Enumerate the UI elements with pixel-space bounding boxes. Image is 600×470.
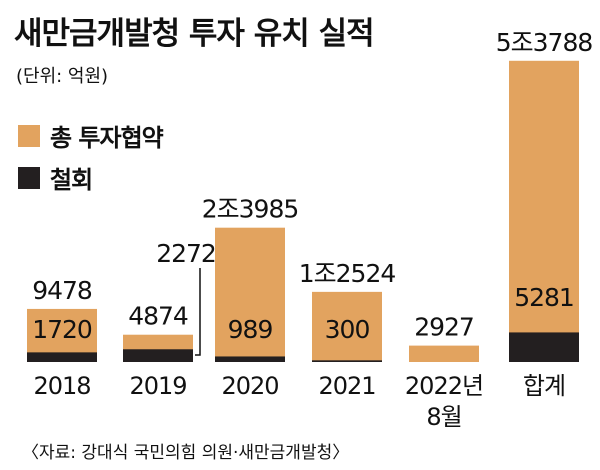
source-note: 〈자료: 강대식 국민의힘 의원·새만금개발청〉 bbox=[22, 443, 350, 463]
x-tick-label-4-0: 2022년 bbox=[405, 372, 483, 400]
x-tick-label-5: 합계 bbox=[523, 372, 565, 400]
bar-total-4 bbox=[409, 345, 479, 362]
label-withdrawal-3: 300 bbox=[325, 315, 370, 344]
bar-withdrawal-1 bbox=[123, 349, 193, 362]
label-total-4: 2927 bbox=[414, 313, 474, 342]
x-tick-label-1: 2019 bbox=[129, 372, 186, 400]
legend-label-total: 총 투자협약 bbox=[50, 124, 164, 152]
x-tick-label-0: 2018 bbox=[33, 372, 90, 400]
bar-total-3 bbox=[312, 291, 382, 362]
label-withdrawal-5: 5281 bbox=[514, 283, 574, 312]
x-tick-label-3: 2021 bbox=[318, 372, 375, 400]
legend-item-total: 총 투자협약 bbox=[18, 118, 164, 153]
chart-title: 새만금개발청 투자 유치 실적 bbox=[14, 16, 375, 52]
legend-swatch-total bbox=[18, 124, 40, 147]
label-total-0: 9478 bbox=[32, 276, 92, 305]
legend-swatch-withdrawal bbox=[18, 166, 40, 189]
x-tick-label-4-1: 8월 bbox=[426, 403, 461, 431]
bar-withdrawal-0 bbox=[27, 352, 97, 362]
bar-total-2 bbox=[215, 227, 285, 362]
legend-label-withdrawal: 철회 bbox=[50, 166, 93, 194]
leader-line-2019 bbox=[195, 268, 201, 356]
bar-total-5 bbox=[509, 60, 579, 362]
label-withdrawal-0: 1720 bbox=[32, 315, 92, 344]
label-withdrawal-1: 2272 bbox=[156, 239, 216, 268]
legend-item-withdrawal: 철회 bbox=[18, 160, 93, 195]
label-total-2: 2조3985 bbox=[202, 195, 299, 224]
unit-note: (단위: 억원) bbox=[16, 66, 109, 87]
bar-withdrawal-2 bbox=[215, 356, 285, 362]
bar-withdrawal-5 bbox=[509, 332, 579, 362]
label-total-5: 5조3788 bbox=[496, 28, 593, 57]
label-withdrawal-2: 989 bbox=[228, 315, 273, 344]
label-total-3: 1조2524 bbox=[299, 259, 396, 288]
x-tick-label-2: 2020 bbox=[221, 372, 278, 400]
label-total-1: 4874 bbox=[128, 302, 188, 331]
bar-withdrawal-3 bbox=[312, 360, 382, 362]
